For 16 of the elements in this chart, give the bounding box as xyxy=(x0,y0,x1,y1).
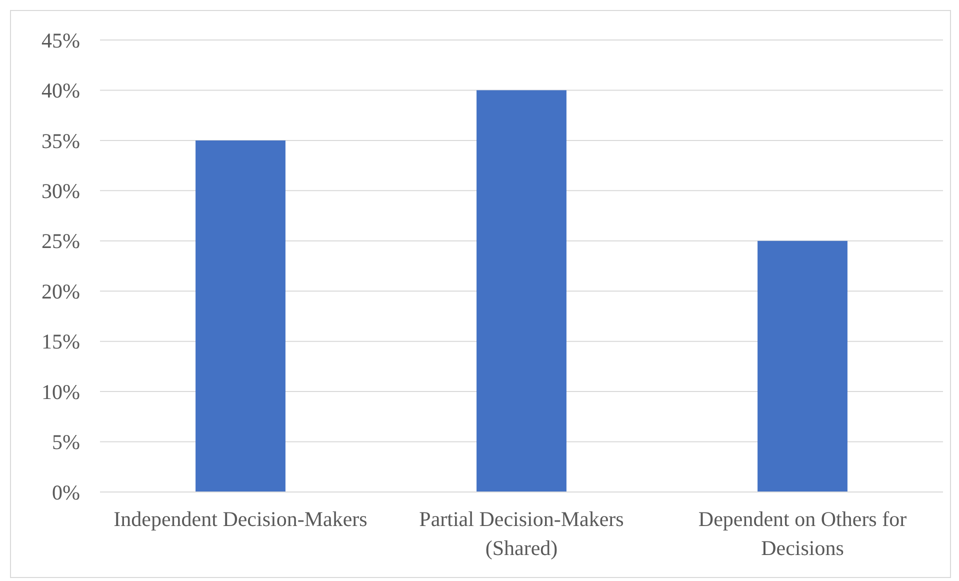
y-tick-label: 20% xyxy=(42,279,80,304)
y-tick-label: 15% xyxy=(42,330,80,354)
y-tick-label: 5% xyxy=(52,430,80,454)
x-tick-label: Independent Decision-Makers xyxy=(114,507,368,531)
y-tick-label: 35% xyxy=(42,128,80,153)
bar xyxy=(758,240,848,492)
x-tick-label: Dependent on Others for Decisions xyxy=(698,507,907,560)
y-tick-label: 25% xyxy=(42,229,80,254)
y-tick-label: 0% xyxy=(52,480,80,504)
bar xyxy=(476,90,566,492)
x-tick-label: Partial Decision-Makers (Shared) xyxy=(419,507,624,560)
bar xyxy=(196,140,286,492)
y-tick-label: 45% xyxy=(42,28,80,52)
y-tick-label: 30% xyxy=(42,179,80,204)
y-tick-label: 40% xyxy=(42,78,80,103)
y-tick-label: 10% xyxy=(42,380,80,404)
